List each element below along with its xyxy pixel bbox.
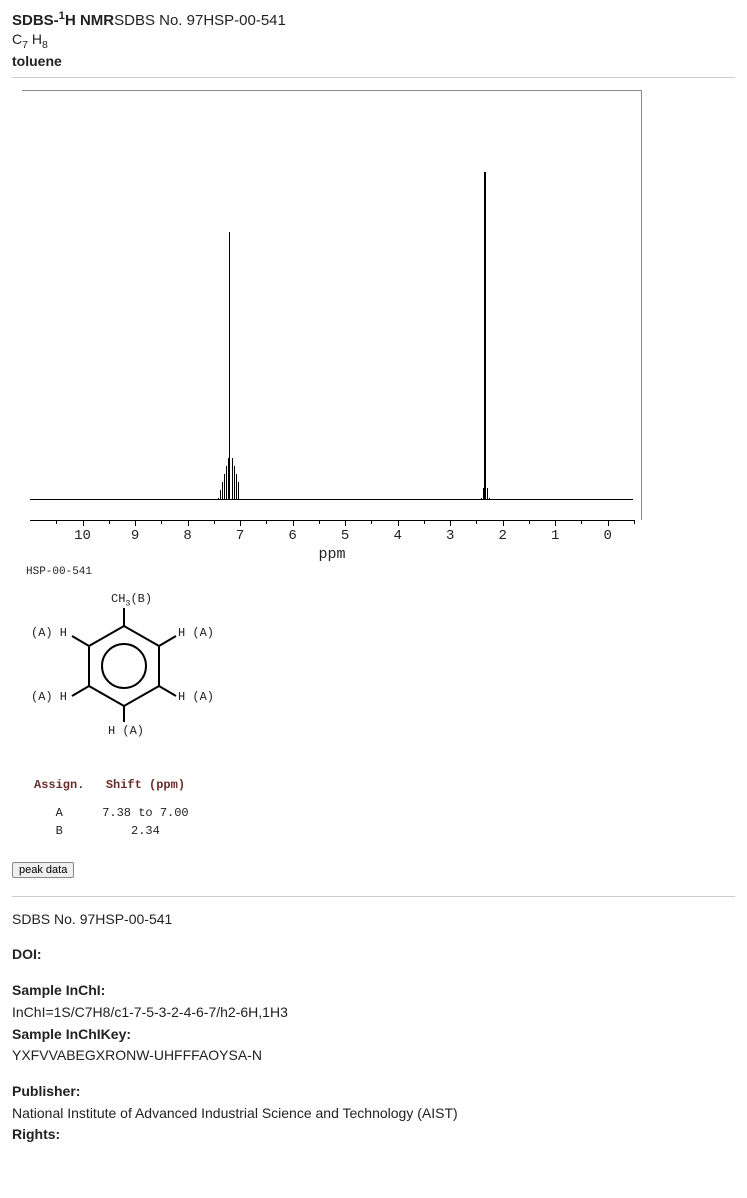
col-assign: Assign. xyxy=(34,778,98,794)
rights-label: Rights: xyxy=(12,1124,735,1146)
publisher-value: National Institute of Advanced Industria… xyxy=(12,1103,735,1125)
hdr-sdbs-no: 97HSP-00-541 xyxy=(187,12,286,29)
tick-label: 2 xyxy=(498,528,506,544)
inchikey-value: YXFVVABEGXRONW-UHFFFAOYSA-N xyxy=(12,1045,735,1067)
metadata-block: SDBS No. 97HSP-00-541 DOI: Sample InChI:… xyxy=(12,909,735,1146)
tick-label: 10 xyxy=(74,528,91,544)
x-axis: ppm 109876543210 xyxy=(22,520,642,560)
publisher-label: Publisher: xyxy=(12,1081,735,1103)
peak xyxy=(229,232,231,500)
label-ha-br: H (A) xyxy=(178,690,214,704)
hdr-suffix: H NMR xyxy=(65,12,114,29)
tick-label: 8 xyxy=(183,528,191,544)
tick-label: 1 xyxy=(551,528,559,544)
label-ha-tr: H (A) xyxy=(178,626,214,640)
hdr-prefix: SDBS- xyxy=(12,12,59,29)
assignment-table: Assign. Shift (ppm) A 7.38 to 7.00 B 2.3… xyxy=(32,776,206,842)
tick-label: 7 xyxy=(236,528,244,544)
axis-line xyxy=(30,520,634,521)
benzene-ring-svg xyxy=(16,596,236,766)
col-shift: Shift (ppm) xyxy=(100,778,204,794)
tick-label: 9 xyxy=(131,528,139,544)
tick-label: 6 xyxy=(288,528,296,544)
label-ah-tl: (A) H xyxy=(31,626,67,640)
tick-label: 3 xyxy=(446,528,454,544)
baseline xyxy=(30,499,633,500)
inchikey-label: Sample InChIKey: xyxy=(12,1024,735,1046)
divider xyxy=(12,896,735,897)
peak-data-button[interactable]: peak data xyxy=(12,862,74,878)
divider xyxy=(12,77,735,78)
peak xyxy=(484,172,486,500)
structure-diagram: CH3(B) (A) H H (A) (A) H H (A) H (A) xyxy=(16,596,236,766)
compound-name: toluene xyxy=(12,53,735,69)
tick-label: 0 xyxy=(604,528,612,544)
inchi-value: InChI=1S/C7H8/c1-7-5-3-2-4-6-7/h2-6H,1H3 xyxy=(12,1002,735,1024)
meta-sdbs-no: SDBS No. 97HSP-00-541 xyxy=(12,909,735,931)
hdr-sdbs-label: SDBS No. xyxy=(114,12,187,29)
doi-label: DOI: xyxy=(12,944,735,966)
inchi-label: Sample InChI: xyxy=(12,980,735,1002)
spectrum-id: HSP-00-541 xyxy=(26,566,735,578)
header-line: SDBS-1H NMRSDBS No. 97HSP-00-541 xyxy=(12,10,735,29)
x-axis-label: ppm xyxy=(318,546,345,563)
molecular-formula: C7 H8 xyxy=(12,31,735,51)
table-row: A 7.38 to 7.00 xyxy=(34,806,204,822)
label-ah-bl: (A) H xyxy=(31,690,67,704)
table-row: B 2.34 xyxy=(34,824,204,840)
label-ch3: CH3(B) xyxy=(111,592,152,608)
tick-label: 4 xyxy=(393,528,401,544)
label-ha-bottom: H (A) xyxy=(108,724,144,738)
nmr-spectrum: ppm 109876543210 HSP-00-541 xyxy=(22,90,735,578)
plot-area xyxy=(22,90,642,520)
tick-label: 5 xyxy=(341,528,349,544)
